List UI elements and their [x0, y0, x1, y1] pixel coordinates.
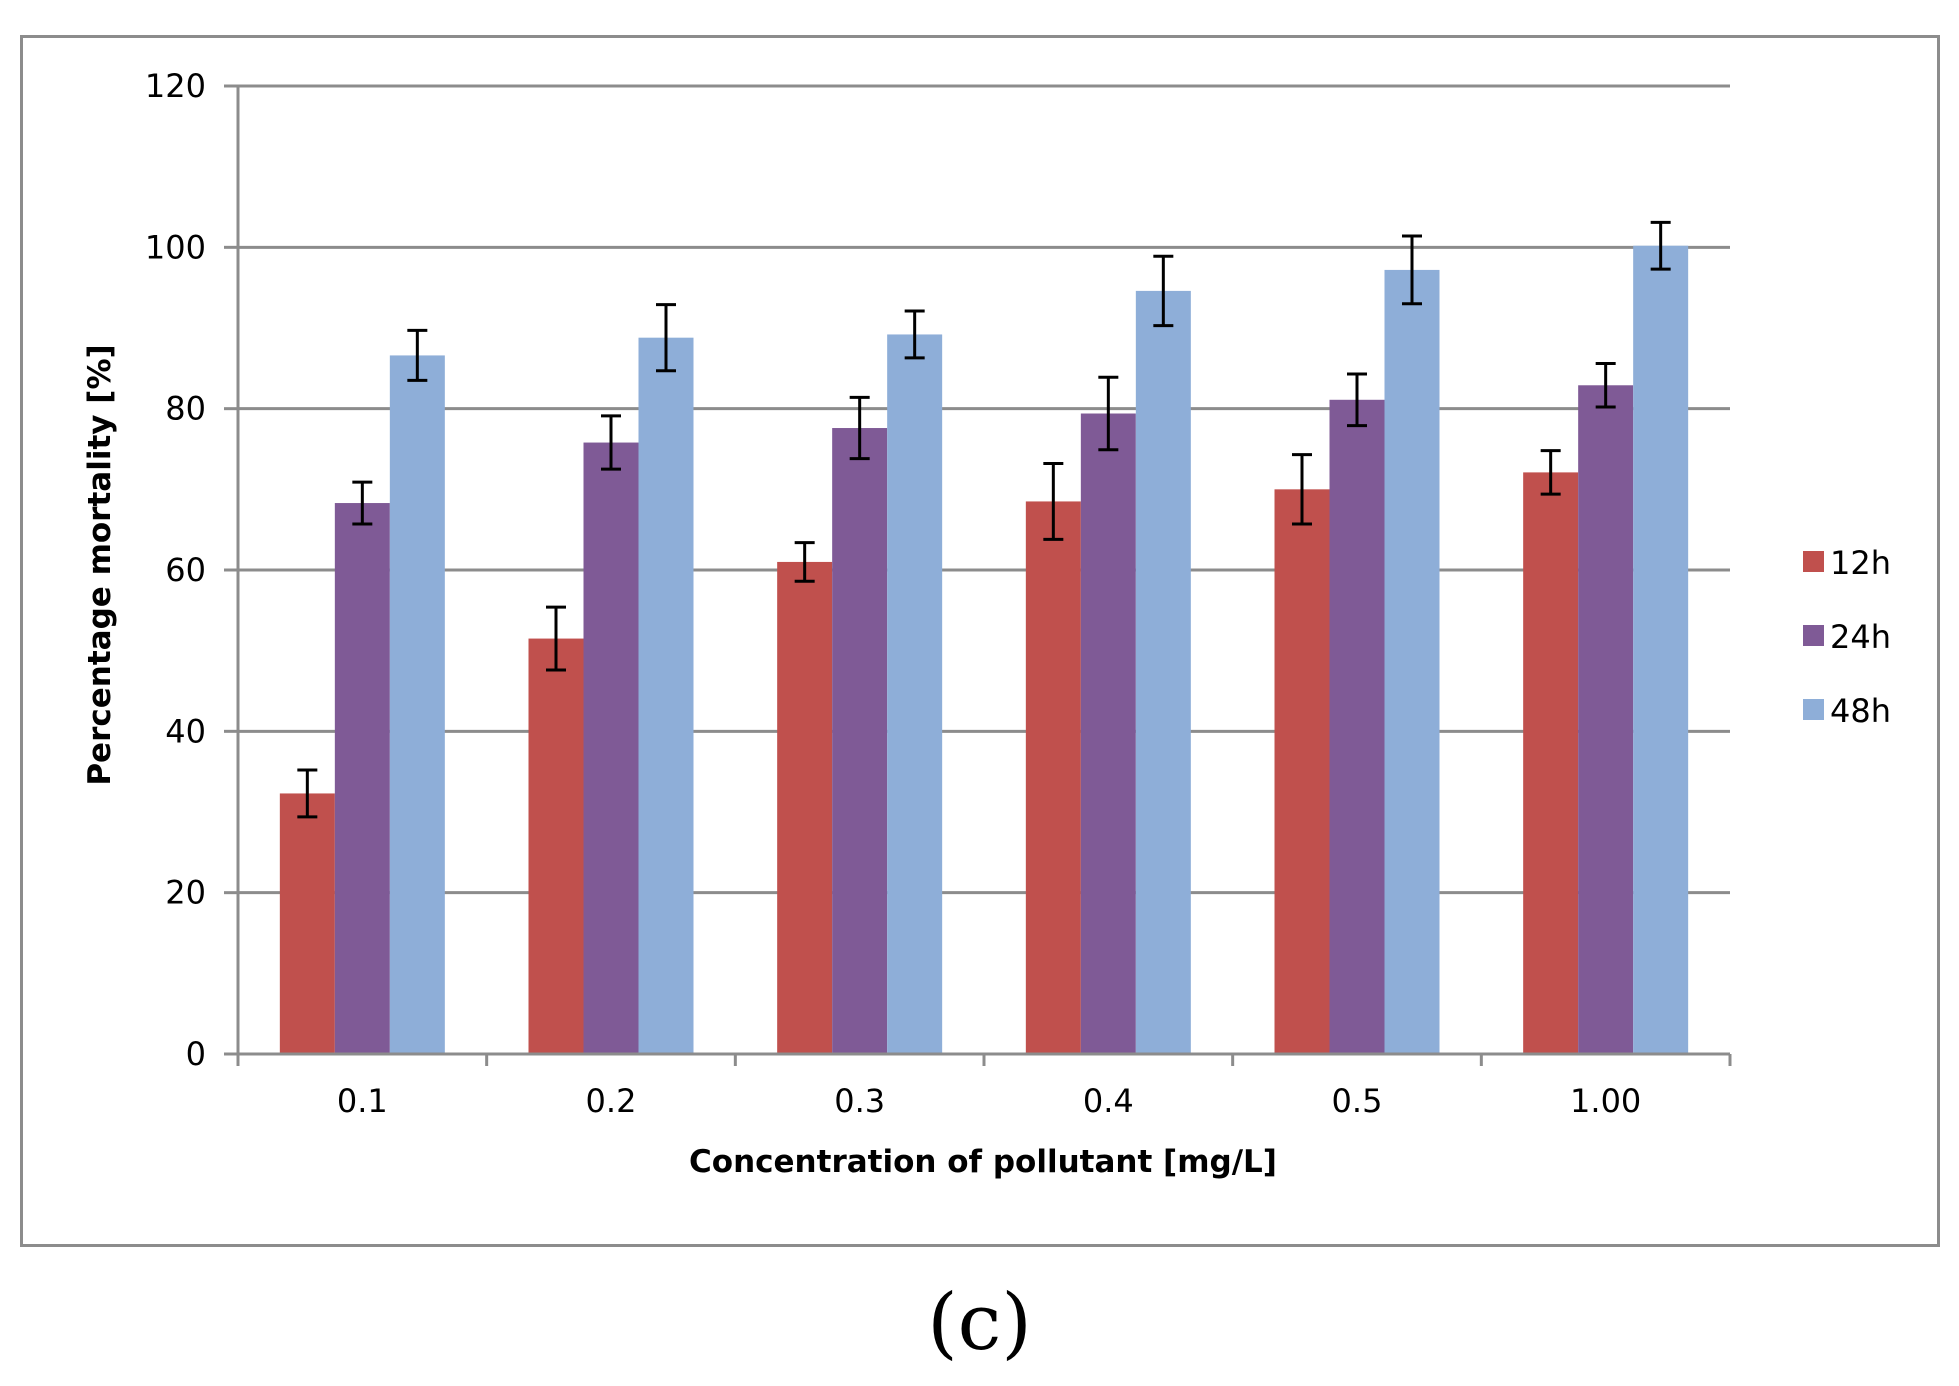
y-tick-label: 20 — [165, 874, 206, 912]
legend: 12h 24h 48h — [1803, 544, 1891, 730]
error-bar-12h-0.4 — [1043, 462, 1064, 541]
bar-24h-0.2 — [583, 442, 639, 1055]
panel-label: (c) — [927, 1278, 1032, 1368]
x-tick-label: 0.3 — [834, 1082, 885, 1120]
error-bar-12h-0.2 — [546, 605, 566, 672]
x-tick-label: 0.1 — [337, 1082, 388, 1120]
error-bar-48h-0.1 — [407, 328, 428, 382]
bar-24h-0.1 — [334, 503, 390, 1055]
error-bar-48h-0.4 — [1153, 254, 1174, 328]
error-bar-12h-1.00 — [1540, 449, 1561, 496]
chart-frame — [20, 35, 1940, 1247]
error-bar-24h-0.1 — [352, 480, 373, 526]
bar-12h-0.3 — [777, 561, 833, 1054]
legend-swatch-48h — [1803, 699, 1824, 720]
legend-swatch-24h — [1803, 625, 1824, 646]
error-bar-24h-0.5 — [1347, 372, 1367, 428]
y-tick-label: 120 — [145, 67, 206, 105]
x-axis-title: Concentration of pollutant [mg/L] — [689, 1144, 1277, 1180]
bar-24h-1.00 — [1578, 385, 1634, 1055]
x-tick-label: 0.2 — [586, 1082, 637, 1120]
error-bar-12h-0.1 — [297, 768, 318, 819]
error-bar-24h-0.3 — [849, 395, 870, 461]
error-bar-12h-0.3 — [794, 541, 815, 583]
y-tick-label: 80 — [165, 390, 206, 428]
error-bar-24h-0.2 — [601, 414, 621, 471]
error-bar-48h-1.00 — [1650, 220, 1671, 271]
bar-48h-0.1 — [389, 355, 445, 1055]
bar-12h-0.1 — [279, 793, 335, 1054]
bar-24h-0.3 — [832, 428, 888, 1054]
error-bar-12h-0.5 — [1292, 453, 1312, 526]
error-bar-48h-0.5 — [1402, 234, 1422, 306]
error-bar-24h-0.4 — [1098, 375, 1119, 452]
error-bars — [297, 220, 1671, 819]
legend-label-12h: 12h — [1830, 544, 1891, 582]
x-tick-label: 1.00 — [1570, 1082, 1641, 1120]
y-tick-label: 60 — [165, 551, 206, 589]
axes: 0 20 40 60 80 100 120 0.1 0.2 0.3 0.4 0.5 1.00 — [145, 67, 1732, 1120]
legend-swatch-12h — [1803, 551, 1824, 572]
bar-48h-1.00 — [1633, 245, 1689, 1055]
gridlines — [238, 84, 1730, 895]
error-bar-48h-0.3 — [904, 309, 925, 360]
legend-label-24h: 24h — [1830, 618, 1891, 656]
bar-48h-0.3 — [887, 334, 943, 1054]
bar-12h-0.5 — [1274, 489, 1330, 1054]
x-tick-label: 0.5 — [1332, 1082, 1383, 1120]
y-tick-label: 0 — [186, 1035, 206, 1073]
bar-24h-0.5 — [1329, 399, 1385, 1054]
y-axis-title: Percentage mortality [%] — [82, 344, 118, 785]
bars — [279, 245, 1689, 1055]
legend-label-48h: 48h — [1830, 692, 1891, 730]
bar-48h-0.4 — [1135, 290, 1191, 1055]
error-bar-24h-1.00 — [1595, 361, 1616, 409]
bar-48h-0.2 — [638, 337, 694, 1054]
x-tick-label: 0.4 — [1083, 1082, 1134, 1120]
bar-48h-0.5 — [1384, 269, 1440, 1054]
y-tick-label: 100 — [145, 228, 206, 266]
bar-24h-0.4 — [1080, 413, 1136, 1054]
bar-12h-1.00 — [1523, 472, 1579, 1055]
bar-12h-0.4 — [1025, 501, 1081, 1054]
bar-12h-0.2 — [528, 638, 584, 1054]
y-tick-label: 40 — [165, 712, 206, 750]
error-bar-48h-0.2 — [656, 303, 676, 373]
